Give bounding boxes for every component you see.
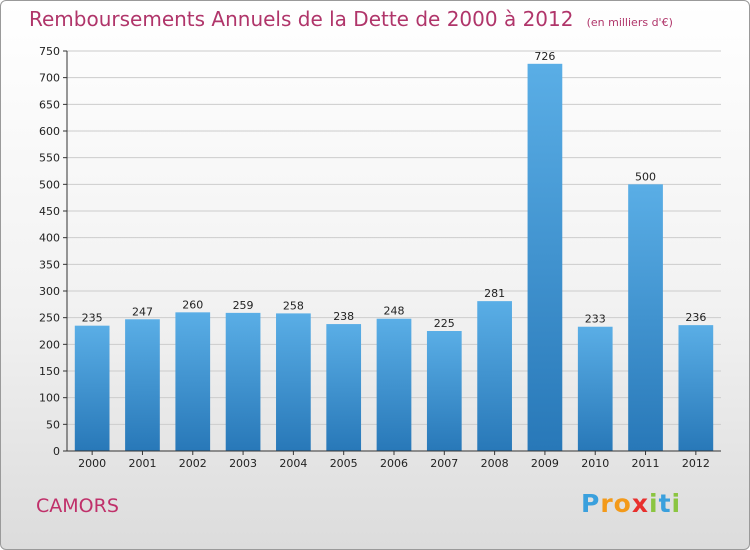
y-tick-label: 400 — [39, 232, 60, 245]
y-tick-label: 600 — [39, 125, 60, 138]
chart-title-block: Remboursements Annuels de la Dette de 20… — [29, 7, 673, 31]
data-label-2011: 500 — [635, 170, 656, 183]
y-tick-label: 300 — [39, 285, 60, 298]
data-label-2009: 726 — [534, 50, 555, 63]
x-tick-label-2007: 2007 — [430, 457, 458, 470]
y-tick-label: 150 — [39, 365, 60, 378]
logo-letter: i — [649, 489, 659, 518]
bar-2003 — [225, 312, 261, 451]
bar-2005 — [326, 324, 362, 451]
commune-name: CAMORS — [36, 495, 119, 517]
logo-letter: o — [613, 489, 632, 518]
x-tick-label-2011: 2011 — [632, 457, 660, 470]
x-tick-label-2004: 2004 — [279, 457, 307, 470]
data-label-2010: 233 — [585, 313, 606, 326]
data-label-2007: 225 — [434, 317, 455, 330]
y-tick-label: 550 — [39, 152, 60, 165]
y-tick-label: 750 — [39, 45, 60, 58]
y-tick-label: 0 — [53, 445, 60, 458]
logo-letter: r — [600, 489, 614, 518]
proxiti-logo: Proxiti — [581, 489, 681, 518]
x-tick-label-2012: 2012 — [682, 457, 710, 470]
y-tick-label: 450 — [39, 205, 60, 218]
data-label-2008: 281 — [484, 287, 505, 300]
bar-2001 — [125, 319, 160, 451]
bar-2008 — [477, 301, 512, 451]
data-label-2004: 258 — [283, 299, 304, 312]
x-tick-label-2006: 2006 — [380, 457, 408, 470]
x-tick-label-2000: 2000 — [78, 457, 106, 470]
x-tick-label-2003: 2003 — [229, 457, 257, 470]
y-tick-label: 50 — [46, 418, 60, 431]
chart-title: Remboursements Annuels de la Dette de 20… — [29, 7, 574, 31]
x-tick-label-2008: 2008 — [481, 457, 509, 470]
data-label-2003: 259 — [233, 299, 254, 312]
y-tick-label: 650 — [39, 98, 60, 111]
bar-2002 — [175, 312, 211, 451]
data-label-2002: 260 — [182, 298, 203, 311]
y-tick-label: 200 — [39, 338, 60, 351]
x-tick-label-2002: 2002 — [179, 457, 207, 470]
bar-2009 — [527, 63, 563, 452]
y-tick-label: 700 — [39, 72, 60, 85]
bar-2000 — [74, 325, 110, 451]
bar-2011 — [628, 184, 663, 452]
logo-letter: P — [581, 489, 601, 518]
bar-2006 — [376, 318, 412, 451]
bar-2010 — [577, 326, 613, 451]
data-label-2005: 238 — [333, 310, 354, 323]
x-tick-label-2005: 2005 — [330, 457, 358, 470]
chart-unit: (en milliers d'€) — [586, 16, 673, 29]
bar-2004 — [276, 313, 311, 451]
logo-letter: i — [671, 489, 682, 518]
x-tick-label-2001: 2001 — [128, 457, 156, 470]
logo-letter: t — [658, 489, 672, 518]
y-tick-label: 250 — [39, 312, 60, 325]
data-label-2001: 247 — [132, 305, 153, 318]
logo-letter: x — [631, 489, 649, 518]
y-tick-label: 350 — [39, 258, 60, 271]
data-label-2006: 248 — [384, 305, 405, 318]
y-tick-label: 500 — [39, 178, 60, 191]
labels: 0 50 100 150 200 250 300 350 400 450 500 550 600 650 7… — [39, 45, 710, 470]
y-tick-label: 100 — [39, 392, 60, 405]
x-tick-label-2009: 2009 — [531, 457, 559, 470]
axes — [63, 50, 721, 455]
bars — [74, 63, 714, 452]
data-label-2012: 236 — [685, 311, 706, 324]
x-tick-label-2010: 2010 — [581, 457, 609, 470]
data-label-2000: 235 — [82, 312, 103, 325]
bar-2007 — [426, 331, 462, 451]
bar-2012 — [678, 325, 714, 451]
